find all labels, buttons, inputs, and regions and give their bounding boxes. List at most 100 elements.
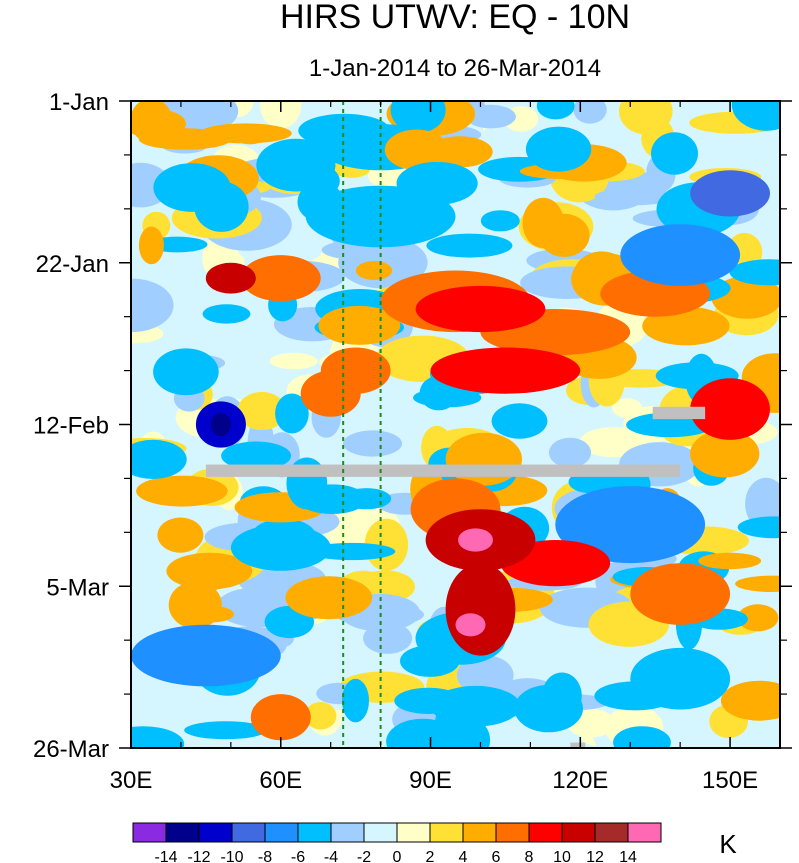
anomaly-patch (458, 528, 493, 552)
missing-data-bar (570, 742, 586, 748)
anomaly-patch (651, 132, 698, 175)
colorbar-label: 0 (393, 849, 402, 863)
anomaly-patch (539, 213, 590, 257)
colorbar-label: 2 (426, 849, 435, 863)
anomaly-patch (430, 685, 521, 727)
anomaly-patch (184, 721, 267, 740)
anomaly-patch (555, 486, 706, 564)
anomaly-patch (619, 101, 673, 135)
anomaly-patch (390, 101, 446, 133)
anomaly-patch (690, 170, 770, 217)
anomaly-patch (260, 101, 302, 129)
colorbar-swatch (165, 822, 200, 843)
colorbar-label: 14 (619, 849, 637, 863)
anomaly-patch (415, 285, 546, 333)
anomaly-patch (400, 645, 460, 677)
anomaly-field (131, 101, 780, 748)
missing-data-bar (205, 464, 681, 477)
anomaly-patch (384, 129, 449, 171)
missing-data (205, 406, 706, 748)
anomaly-patch (729, 259, 780, 286)
anomaly-patch (630, 563, 731, 625)
anomaly-patch (727, 148, 759, 170)
colorbar-swatch (528, 822, 563, 843)
plot-area: 30E 60E 90E 120E 150E 1-Jan 22-Jan 12-Feb 5-Mar 2… (33, 89, 792, 794)
colorbar-label: -10 (220, 849, 243, 863)
colorbar-label: 8 (525, 849, 534, 863)
anomaly-patch (343, 430, 403, 457)
anomaly-patch (131, 726, 185, 748)
anomaly-patch (230, 524, 331, 571)
anomaly-patch (735, 575, 780, 592)
anomaly-patch (320, 347, 391, 394)
colorbar-label: -14 (154, 849, 177, 863)
chart-subtitle: 1-Jan-2014 to 26-Mar-2014 (309, 55, 601, 82)
anomaly-patch (342, 678, 369, 723)
anomaly-patch (355, 261, 393, 280)
anomaly-patch (210, 412, 231, 437)
anomaly-patch (613, 726, 671, 748)
y-tick-label: 22-Jan (36, 251, 109, 278)
anomaly-patch (491, 403, 548, 439)
anomaly-patch (304, 702, 337, 730)
chart-title: HIRS UTWV: EQ - 10N (280, 0, 630, 36)
anomaly-patch (480, 210, 520, 232)
anomaly-patch (157, 517, 204, 553)
anomaly-patch (237, 391, 287, 431)
anomaly-patch (455, 613, 486, 637)
x-tick-label: 150E (702, 767, 758, 794)
anomaly-patch (758, 101, 780, 129)
colorbar-label: -4 (324, 849, 338, 863)
colorbar-label: -8 (258, 849, 272, 863)
colorbar-swatch (627, 822, 662, 843)
anomaly-patch (514, 684, 583, 733)
anomaly-patch (256, 138, 336, 192)
anomaly-patch (698, 552, 762, 570)
axes: 30E 60E 90E 120E 150E 1-Jan 22-Jan 12-Feb 5-Mar 2… (33, 89, 792, 794)
colorbar-swatch (561, 822, 596, 843)
x-tick-label: 60E (259, 767, 302, 794)
anomaly-patch (573, 101, 607, 124)
anomaly-patch (131, 624, 281, 687)
colorbar-label: -12 (187, 849, 210, 863)
colorbar-swatch (231, 822, 266, 843)
anomaly-patch (594, 188, 675, 206)
anomaly-patch (250, 694, 311, 741)
anomaly-patch (168, 581, 222, 629)
anomaly-patch (690, 378, 770, 440)
anomaly-patch (285, 576, 373, 620)
anomaly-patch (166, 552, 253, 590)
colorbar-swatch (198, 822, 233, 843)
y-tick-label: 1-Jan (49, 89, 109, 116)
anomaly-patch (445, 563, 516, 656)
reference-lines (342, 101, 382, 748)
y-tick-label: 5-Mar (46, 574, 109, 601)
anomaly-patch (720, 680, 780, 721)
anomaly-patch (275, 393, 309, 434)
anomaly-patch (202, 304, 251, 324)
colorbar-swatch (495, 822, 530, 843)
y-tick-label: 26-Mar (33, 736, 109, 763)
anomaly-patch (131, 439, 187, 479)
colorbar-swatch (594, 822, 629, 843)
colorbar: -14 -12 -10 -8 -6 -4 -2 0 2 4 6 8 10 12 14 (132, 822, 662, 863)
anomaly-patch (413, 388, 482, 408)
anomaly-patch (131, 278, 174, 332)
colorbar-swatch (132, 822, 167, 843)
anomaly-patch (138, 226, 164, 265)
colorbar-label: 6 (492, 849, 501, 863)
anomaly-patch (737, 604, 779, 632)
anomaly-patch (136, 475, 228, 507)
colorbar-swatch (462, 822, 497, 843)
colorbar-label: 4 (459, 849, 468, 863)
anomaly-patch (205, 262, 256, 294)
anomaly-patch (131, 109, 186, 139)
anomaly-patch (199, 123, 292, 144)
colorbar-label: -2 (357, 849, 371, 863)
colorbar-swatch (264, 822, 299, 843)
anomaly-patch (690, 430, 760, 478)
colorbar-swatch (363, 822, 398, 843)
anomaly-patch (430, 347, 581, 394)
anomaly-patch (630, 647, 731, 710)
